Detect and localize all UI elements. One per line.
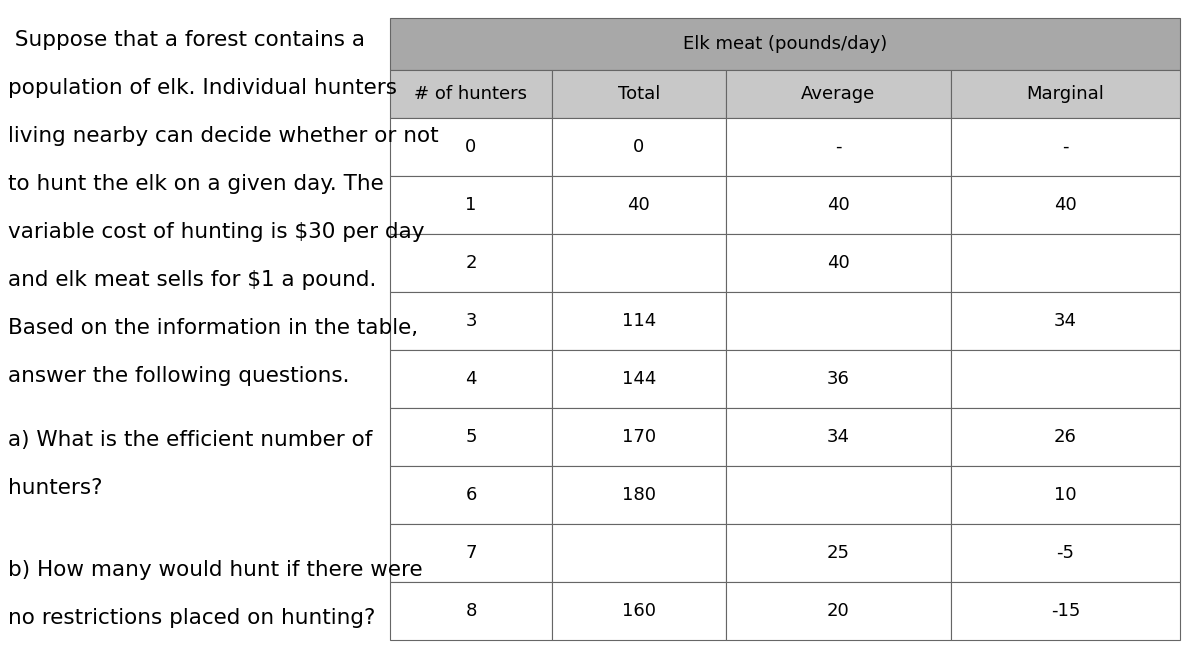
Bar — [950, 524, 1180, 582]
Bar — [390, 350, 552, 408]
Bar — [726, 70, 950, 118]
Text: Average: Average — [802, 85, 876, 103]
Text: and elk meat sells for $1 a pound.: and elk meat sells for $1 a pound. — [8, 270, 377, 290]
Text: 4: 4 — [466, 370, 476, 388]
Text: 0: 0 — [466, 138, 476, 156]
Bar — [726, 408, 950, 466]
Bar — [552, 118, 726, 176]
Text: 40: 40 — [827, 196, 850, 214]
Bar — [726, 292, 950, 350]
Bar — [950, 234, 1180, 292]
Text: b) How many would hunt if there were: b) How many would hunt if there were — [8, 560, 422, 580]
Text: 40: 40 — [628, 196, 650, 214]
Bar — [390, 234, 552, 292]
Bar — [390, 70, 552, 118]
Bar — [726, 466, 950, 524]
Bar — [552, 234, 726, 292]
Bar — [390, 466, 552, 524]
Text: -15: -15 — [1051, 602, 1080, 620]
Bar — [552, 176, 726, 234]
Bar — [390, 582, 552, 640]
Text: 34: 34 — [827, 428, 850, 446]
Bar — [950, 466, 1180, 524]
Text: 34: 34 — [1054, 312, 1076, 330]
Bar — [552, 70, 726, 118]
Text: no restrictions placed on hunting?: no restrictions placed on hunting? — [8, 608, 376, 628]
Text: a) What is the efficient number of: a) What is the efficient number of — [8, 430, 372, 450]
Text: 180: 180 — [622, 486, 656, 504]
Text: 114: 114 — [622, 312, 656, 330]
Bar — [726, 118, 950, 176]
Bar — [950, 350, 1180, 408]
Text: variable cost of hunting is $30 per day: variable cost of hunting is $30 per day — [8, 222, 425, 242]
Text: Elk meat (pounds/day): Elk meat (pounds/day) — [683, 35, 887, 53]
Bar — [390, 408, 552, 466]
Bar — [950, 408, 1180, 466]
Bar — [390, 524, 552, 582]
Bar — [726, 582, 950, 640]
Bar — [950, 292, 1180, 350]
Bar — [726, 176, 950, 234]
Text: population of elk. Individual hunters: population of elk. Individual hunters — [8, 78, 397, 98]
Text: Based on the information in the table,: Based on the information in the table, — [8, 318, 418, 338]
Text: 144: 144 — [622, 370, 656, 388]
Bar — [552, 408, 726, 466]
Text: -: - — [1062, 138, 1069, 156]
Text: -5: -5 — [1056, 544, 1074, 562]
Bar — [552, 524, 726, 582]
Bar — [390, 176, 552, 234]
Bar — [552, 582, 726, 640]
Text: Suppose that a forest contains a: Suppose that a forest contains a — [8, 30, 365, 50]
Bar — [950, 176, 1180, 234]
Text: hunters?: hunters? — [8, 478, 102, 498]
Text: answer the following questions.: answer the following questions. — [8, 366, 349, 386]
Text: 5: 5 — [466, 428, 476, 446]
Text: 7: 7 — [466, 544, 476, 562]
Bar — [950, 70, 1180, 118]
Bar — [552, 292, 726, 350]
Text: # of hunters: # of hunters — [414, 85, 528, 103]
Text: 25: 25 — [827, 544, 850, 562]
Text: 0: 0 — [634, 138, 644, 156]
Text: 2: 2 — [466, 254, 476, 272]
Bar — [726, 350, 950, 408]
Bar — [950, 118, 1180, 176]
Text: living nearby can decide whether or not: living nearby can decide whether or not — [8, 126, 439, 146]
Text: 20: 20 — [827, 602, 850, 620]
Text: 8: 8 — [466, 602, 476, 620]
Text: Marginal: Marginal — [1026, 85, 1104, 103]
Bar — [726, 524, 950, 582]
Bar — [726, 234, 950, 292]
Text: 36: 36 — [827, 370, 850, 388]
Bar — [390, 18, 1180, 70]
Bar — [552, 466, 726, 524]
Text: -: - — [835, 138, 841, 156]
Text: 10: 10 — [1054, 486, 1076, 504]
Bar — [950, 582, 1180, 640]
Text: 3: 3 — [466, 312, 476, 330]
Text: 1: 1 — [466, 196, 476, 214]
Text: 6: 6 — [466, 486, 476, 504]
Bar — [552, 350, 726, 408]
Text: 160: 160 — [622, 602, 656, 620]
Bar — [390, 292, 552, 350]
Bar — [390, 118, 552, 176]
Text: to hunt the elk on a given day. The: to hunt the elk on a given day. The — [8, 174, 384, 194]
Text: 40: 40 — [1054, 196, 1076, 214]
Text: 170: 170 — [622, 428, 656, 446]
Text: 26: 26 — [1054, 428, 1076, 446]
Text: Total: Total — [618, 85, 660, 103]
Text: 40: 40 — [827, 254, 850, 272]
